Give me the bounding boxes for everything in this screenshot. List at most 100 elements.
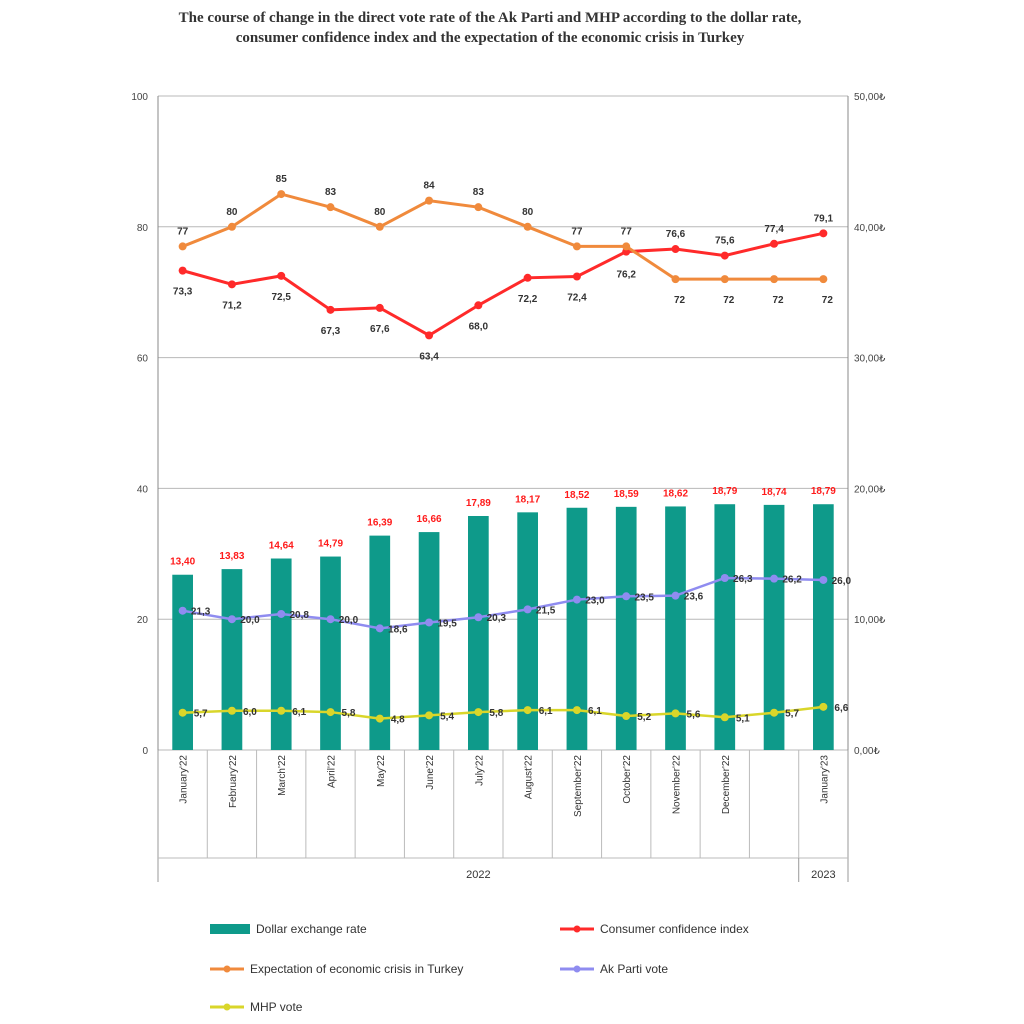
bar-data-label: 14,79 <box>318 539 343 550</box>
series-point <box>523 706 532 715</box>
series-point <box>425 618 434 627</box>
bar-data-label: 16,66 <box>417 514 442 525</box>
series-data-label: 5,7 <box>194 709 208 720</box>
right-axis-tick-label: 10,00₺ <box>854 615 886 626</box>
series-data-label: 26,0 <box>832 576 852 587</box>
bar <box>468 515 489 750</box>
chart-title: The course of change in the direct vote … <box>178 10 802 46</box>
series-point <box>326 305 335 314</box>
series-point <box>819 702 828 711</box>
series-data-label: 23,5 <box>634 592 654 603</box>
series-point <box>819 275 828 284</box>
series-data-label: 5,6 <box>687 709 701 720</box>
series-data-label: 80 <box>522 207 534 218</box>
series-data-label: 5,2 <box>637 712 651 723</box>
series-data-label: 77 <box>571 226 583 237</box>
series-point <box>375 624 384 633</box>
right-axis-tick-label: 20,00₺ <box>854 484 886 495</box>
category-tick-label: December'22 <box>721 755 732 815</box>
series-data-label: 71,2 <box>222 300 242 311</box>
left-axis-tick-label: 40 <box>137 484 149 495</box>
series-point <box>720 573 729 582</box>
series-data-label: 6,6 <box>834 703 848 714</box>
series-line <box>182 192 824 281</box>
series-point <box>326 615 335 624</box>
series-data-label: 85 <box>276 174 288 185</box>
series-point <box>277 609 286 618</box>
series-point <box>474 708 483 717</box>
bar-data-label: 18,79 <box>712 486 737 497</box>
series-data-label: 76,2 <box>616 270 636 281</box>
bar <box>369 535 391 750</box>
bar-data-label: 18,79 <box>811 486 836 497</box>
series-point <box>326 708 335 717</box>
series-point <box>819 229 828 238</box>
series-line <box>182 705 824 720</box>
series-point <box>425 331 434 340</box>
bar-data-label: 13,40 <box>170 557 195 568</box>
series-point <box>671 709 680 718</box>
series-data-label: 83 <box>325 187 337 198</box>
bar-data-label: 18,17 <box>515 494 540 505</box>
bar <box>763 504 785 750</box>
bar-data-label: 17,89 <box>466 498 491 509</box>
bar-data-label: 18,59 <box>614 489 639 500</box>
series-point <box>178 708 187 717</box>
series-data-label: 83 <box>473 187 485 198</box>
right-axis-tick-label: 50,00₺ <box>854 92 886 103</box>
series-data-label: 6,1 <box>539 706 553 717</box>
series-point <box>819 575 828 584</box>
bar-data-label: 16,39 <box>367 518 392 529</box>
series-point <box>474 203 483 212</box>
right-axis-tick-label: 40,00₺ <box>854 223 886 234</box>
series-data-label: 72 <box>822 295 834 306</box>
category-tick-label: November'22 <box>672 755 683 815</box>
series-point <box>375 303 384 312</box>
series-point <box>770 275 779 284</box>
series-data-label: 6,1 <box>292 707 306 718</box>
series-data-label: 63,4 <box>419 351 439 362</box>
series-point <box>474 301 483 310</box>
series-data-label: 73,3 <box>173 287 193 298</box>
series-point <box>572 272 581 281</box>
year-label: 2022 <box>466 869 490 881</box>
series-data-label: 5,4 <box>440 711 454 722</box>
bar <box>665 506 686 750</box>
bar-data-label: 18,62 <box>663 488 688 499</box>
left-axis-tick-label: 80 <box>137 223 149 234</box>
series-data-label: 26,2 <box>782 575 802 586</box>
series-data-label: 72,4 <box>567 293 587 304</box>
series-point <box>277 706 286 715</box>
category-tick-label: January'22 <box>179 755 190 804</box>
series-point <box>277 190 286 199</box>
bar <box>270 558 292 750</box>
series-data-label: 80 <box>374 207 386 218</box>
series-data-label: 20,8 <box>289 610 309 621</box>
series-point <box>572 595 581 604</box>
series-data-label: 68,0 <box>469 321 489 332</box>
series-point <box>227 280 236 289</box>
series-point <box>720 275 729 284</box>
category-tick-label: October'22 <box>622 755 633 804</box>
left-axis-tick-label: 0 <box>142 746 148 757</box>
bar <box>813 504 834 750</box>
bar-data-label: 13,83 <box>219 551 244 562</box>
bar <box>714 504 736 750</box>
series-data-label: 20,3 <box>487 613 507 624</box>
series-point <box>572 706 581 715</box>
series-data-label: 72 <box>773 295 785 306</box>
category-tick-label: April'22 <box>327 755 338 788</box>
bar <box>566 507 588 750</box>
series-point <box>720 251 729 260</box>
bar-data-label: 14,64 <box>269 541 294 552</box>
series-point <box>178 242 187 251</box>
category-tick-label: February'22 <box>228 755 239 808</box>
series-line <box>182 576 824 630</box>
series-point <box>671 275 680 284</box>
series-point <box>277 271 286 280</box>
bar <box>172 574 193 750</box>
series-point <box>178 606 187 615</box>
series-data-label: 23,6 <box>684 592 704 603</box>
series-point <box>720 713 729 722</box>
